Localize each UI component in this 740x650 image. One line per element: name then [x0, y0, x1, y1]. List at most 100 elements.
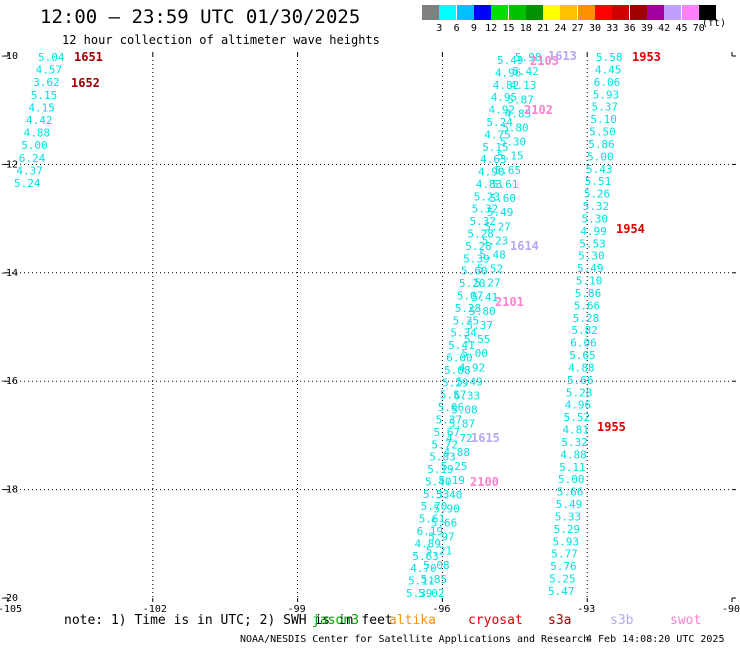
footnote: note: 1) Time is in UTC; 2) SWH is in fe… [64, 613, 393, 628]
legend-swatch [577, 5, 595, 20]
wave-height-value: 5.76 [550, 560, 577, 573]
wave-height-value: 5.25 [441, 460, 468, 473]
wave-height-value: 5.28 [573, 312, 600, 325]
pass-number-label: 2103 [530, 54, 559, 68]
wave-height-value: 4.88 [568, 362, 595, 375]
legend-swatch [439, 5, 457, 20]
wave-height-value: 5.25 [549, 573, 576, 586]
legend-level-label: 6 [453, 23, 460, 34]
wave-height-value: 5.28 [455, 302, 482, 315]
wave-height-value: 4.72 [446, 432, 473, 445]
map-subtitle: 12 hour collection of altimeter wave hei… [62, 33, 380, 47]
legend-swatch [664, 5, 682, 20]
wave-height-value: 5.00 [461, 347, 488, 360]
pass-number-label: 1615 [471, 431, 500, 445]
wave-height-value: 5.26 [584, 188, 611, 201]
wave-height-value: 5.86 [588, 138, 615, 151]
wave-height-value: 5.49 [456, 375, 483, 388]
legend-level-label: 39 [640, 23, 653, 34]
wave-height-value: 5.66 [574, 299, 601, 312]
wave-height-value: 5.15 [482, 141, 509, 154]
wave-height-value: 5.30 [578, 250, 605, 263]
wave-height-value: 4.57 [36, 64, 63, 77]
wave-height-value: 5.15 [497, 150, 523, 163]
legend-level-label: 27 [571, 23, 584, 34]
wave-height-value: 5.97 [428, 531, 455, 544]
wave-height-value: 5.21 [426, 545, 453, 558]
wave-height-value: 5.32 [583, 200, 610, 213]
wave-height-value: 5.08 [451, 404, 478, 417]
lon-label: -105 [0, 604, 22, 615]
legend-swatch [681, 5, 699, 20]
wave-height-value: 5.35 [453, 314, 480, 327]
lat-label: -16 [0, 376, 18, 387]
wave-height-value: 4.83 [505, 107, 532, 120]
legend-swatch [612, 5, 630, 20]
wave-height-value: 5.29 [554, 523, 581, 536]
wave-height-value: 5.48 [479, 249, 506, 262]
pass-number-label: 1652 [71, 76, 100, 90]
wave-height-value: 5.43 [586, 163, 613, 176]
wave-height-value: 5.66 [431, 517, 458, 530]
pass-number-label: 2101 [495, 295, 524, 309]
wave-height-value: 5.51 [585, 175, 612, 188]
sat-s3b: s3b [610, 613, 634, 628]
legend-level-label: 33 [606, 23, 619, 34]
wave-height-value: 6.06 [594, 76, 621, 89]
wave-height-value: 5.82 [571, 324, 598, 337]
wave-height-value: 5.80 [469, 305, 496, 318]
wave-height-value: 5.29 [442, 376, 469, 389]
legend-swatch [508, 5, 526, 20]
wave-height-value: 5.98 [515, 51, 542, 64]
wave-height-value: 5.41 [472, 291, 499, 304]
wave-height-value: 5.00 [558, 473, 585, 486]
wave-height-value: 6.33 [454, 390, 481, 403]
sat-jason3: jason3 [312, 613, 359, 628]
wave-height-value: 3.62 [33, 76, 60, 89]
wave-height-value: 5.40 [425, 475, 452, 488]
wave-height-value: 4.90 [478, 166, 505, 179]
wave-height-value: 5.60 [461, 265, 488, 278]
wave-height-value: 5.04 [38, 51, 65, 64]
legend-level-label: 12 [485, 23, 498, 34]
wave-height-value: 4.88 [560, 448, 587, 461]
pass-number-label: 2102 [524, 103, 553, 117]
wave-height-value: 5.15 [31, 89, 58, 102]
wave-height-value: 5.32 [470, 215, 497, 228]
wave-height-value: 5.39 [463, 252, 490, 265]
legend-level-label: 42 [658, 23, 671, 34]
wave-height-value: 4.92 [459, 361, 486, 374]
sat-cryosat: cryosat [468, 613, 523, 628]
wave-height-value: 4.88 [444, 446, 471, 459]
legend-level-label: 18 [519, 23, 532, 34]
lat-label: -20 [0, 593, 18, 604]
legend-level-label: 9 [470, 23, 477, 34]
sat-swot: swot [670, 613, 702, 628]
wave-height-value: 4.45 [595, 63, 622, 76]
wave-height-value: 4.63 [480, 153, 507, 166]
wave-height-value: 5.49 [577, 262, 604, 275]
map-title: 12:00 – 23:59 UTC 01/30/2025 [40, 6, 361, 28]
legend-swatch [629, 5, 647, 20]
wave-height-value: 5.10 [576, 275, 603, 288]
legend-swatch [456, 5, 474, 20]
wave-height-value: 5.58 [596, 51, 623, 64]
credit-line: NOAA/NESDIS Center for Satellite Applica… [240, 634, 590, 645]
wave-height-value: 5.07 [457, 290, 484, 303]
legend-unit: (ft) [702, 18, 727, 29]
wave-height-value: 5.77 [551, 548, 578, 561]
wave-height-value: 6.00 [446, 352, 473, 365]
wave-height-value: 5.65 [495, 164, 521, 177]
wave-height-value: 4.70 [410, 562, 437, 575]
legend-swatch [698, 5, 716, 20]
wave-height-value: 5.49 [487, 206, 514, 219]
wave-height-value: 4.83 [476, 178, 503, 191]
wave-height-value: 5.66 [557, 486, 584, 499]
wave-height-value: 5.87 [449, 418, 476, 431]
wave-height-value: 5.67 [434, 426, 461, 439]
wave-height-value: 5.49 [497, 54, 524, 67]
wave-height-value: 5.27 [474, 277, 501, 290]
wave-height-value: 4.88 [24, 127, 50, 140]
sat-s3a: s3a [548, 613, 572, 628]
